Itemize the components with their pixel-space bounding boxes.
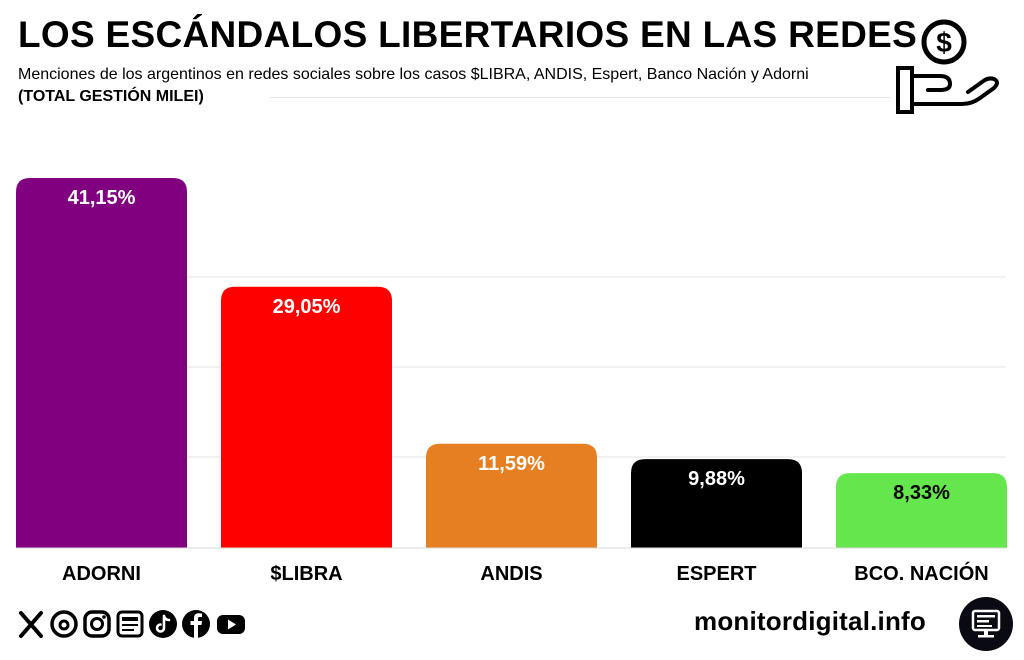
svg-text:$: $ [936,27,952,58]
bar-5 [836,473,1007,548]
bar-4 [631,459,802,548]
bar-value-label-5: 8,33% [893,482,950,504]
page-title: LOS ESCÁNDALOS LIBERTARIOS EN LAS REDES [18,14,918,55]
subtitle: Menciones de los argentinos en redes soc… [18,64,868,108]
bar-value-label-2: 29,05% [273,296,341,318]
bar-value-label-4: 9,88% [688,468,745,490]
category-label-1: ADORNI [62,563,141,585]
bar-1 [16,178,187,548]
youtube-icon[interactable] [214,609,248,639]
chart-category-labels: ADORNI $LIBRA ANDIS ESPERT BCO. NACIÓN [62,561,989,585]
x-icon[interactable] [16,609,46,639]
bar-value-label-3: 11,59% [478,453,545,475]
money-hand-icon: $ [896,19,999,114]
subtitle-emphasis: (TOTAL GESTIÓN MILEI) [18,88,204,105]
bar-3 [426,443,597,548]
bar-chart: 41,15% 29,05% 11,59% 9,88% 8,33% ADORNI $LIBR… [16,178,1007,585]
category-label-2: $LIBRA [270,563,342,585]
facebook-icon[interactable] [181,609,211,639]
instagram-icon[interactable] [82,609,112,639]
brand-name[interactable]: monitordigital.info [694,606,926,636]
header-divider [270,97,890,98]
category-label-5: BCO. NACIÓN [854,561,988,585]
subtitle-text: Menciones de los argentinos en redes soc… [18,66,809,83]
social-icons [16,606,248,642]
chart-value-labels: 41,15% 29,05% 11,59% 9,88% 8,33% [68,187,950,504]
category-label-3: ANDIS [480,563,542,585]
chart-bars [16,178,1007,548]
bar-value-label-1: 41,15% [68,187,136,209]
category-label-4: ESPERT [676,563,756,585]
threads-icon[interactable] [49,609,79,639]
tiktok-icon[interactable] [148,609,178,639]
newsletter-icon[interactable] [115,609,145,639]
bar-2 [221,286,392,548]
monitor-icon [959,597,1013,651]
